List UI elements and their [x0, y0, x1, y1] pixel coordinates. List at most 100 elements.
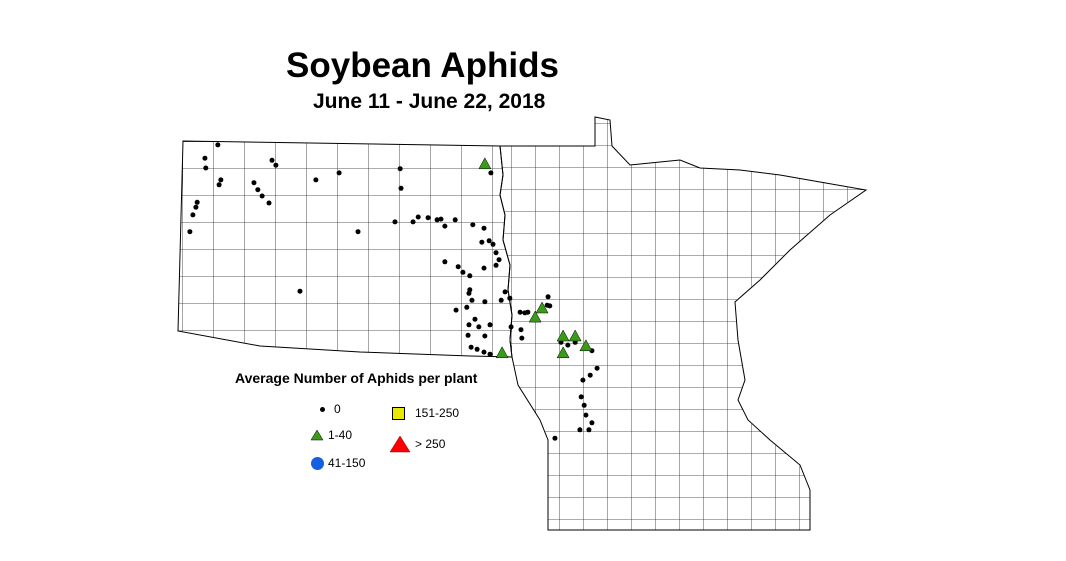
- map-subtitle: June 11 - June 22, 2018: [313, 90, 546, 113]
- site-zero-aphids: [452, 217, 458, 223]
- site-zero-aphids: [466, 290, 472, 296]
- site-zero-aphids: [455, 264, 461, 270]
- site-zero-aphids: [203, 165, 209, 171]
- site-zero-aphids: [490, 241, 496, 247]
- site-zero-aphids: [434, 217, 440, 223]
- site-1-40-aphids: [478, 157, 492, 170]
- site-zero-aphids: [266, 200, 272, 206]
- site-zero-aphids: [355, 229, 361, 235]
- site-zero-aphids: [425, 215, 431, 221]
- site-zero-aphids: [474, 346, 480, 352]
- site-zero-aphids: [498, 297, 504, 303]
- site-zero-aphids: [397, 166, 403, 172]
- legend-item-151-250: 151-250: [392, 406, 459, 420]
- site-zero-aphids: [470, 222, 476, 228]
- site-zero-aphids: [259, 193, 265, 199]
- site-zero-aphids: [218, 177, 224, 183]
- site-zero-aphids: [482, 333, 488, 339]
- site-zero-aphids: [517, 309, 523, 315]
- legend-item-41-150: 41-150: [311, 456, 365, 470]
- site-zero-aphids: [577, 427, 583, 433]
- site-1-40-aphids: [556, 329, 570, 342]
- site-zero-aphids: [481, 225, 487, 231]
- site-zero-aphids: [487, 351, 493, 357]
- site-zero-aphids: [194, 199, 200, 205]
- site-zero-aphids: [594, 365, 600, 371]
- site-zero-aphids: [273, 162, 279, 168]
- site-zero-aphids: [583, 412, 589, 418]
- site-zero-aphids: [487, 322, 493, 328]
- site-zero-aphids: [552, 435, 558, 441]
- site-zero-aphids: [398, 185, 404, 191]
- site-zero-aphids: [496, 257, 502, 263]
- site-zero-aphids: [587, 372, 593, 378]
- minnesota-outline: [499, 116, 868, 531]
- site-zero-aphids: [392, 219, 398, 225]
- site-zero-aphids: [493, 262, 499, 268]
- legend-item-1-40: 1-40: [310, 428, 352, 442]
- site-zero-aphids: [493, 250, 499, 256]
- site-zero-aphids: [482, 299, 488, 305]
- site-zero-aphids: [415, 214, 421, 220]
- site-zero-aphids: [336, 170, 342, 176]
- site-zero-aphids: [581, 402, 587, 408]
- site-zero-aphids: [467, 273, 473, 279]
- site-zero-aphids: [479, 239, 485, 245]
- site-zero-aphids: [589, 420, 595, 426]
- site-zero-aphids: [251, 180, 257, 186]
- site-zero-aphids: [187, 229, 193, 235]
- site-1-40-aphids: [579, 339, 593, 352]
- blue-circle-icon: [311, 456, 324, 470]
- site-zero-aphids: [216, 182, 222, 188]
- site-zero-aphids: [460, 269, 466, 275]
- site-zero-aphids: [547, 303, 553, 309]
- site-1-40-aphids: [556, 346, 570, 359]
- site-zero-aphids: [580, 377, 586, 383]
- site-zero-aphids: [545, 294, 551, 300]
- site-zero-aphids: [481, 265, 487, 271]
- site-1-40-aphids: [568, 329, 582, 342]
- legend-item-0: 0: [320, 402, 341, 416]
- site-zero-aphids: [488, 170, 494, 176]
- north-dakota-outline: [177, 140, 513, 358]
- site-zero-aphids: [468, 344, 474, 350]
- green-triangle-icon: [310, 429, 324, 441]
- site-zero-aphids: [469, 297, 475, 303]
- site-zero-aphids: [410, 219, 416, 225]
- site-zero-aphids: [565, 342, 571, 348]
- site-zero-aphids: [438, 216, 444, 222]
- site-1-40-aphids: [535, 301, 549, 314]
- site-zero-aphids: [215, 142, 221, 148]
- site-zero-aphids: [472, 316, 478, 322]
- yellow-square-icon: [392, 406, 405, 420]
- site-zero-aphids: [466, 322, 472, 328]
- site-zero-aphids: [481, 349, 487, 355]
- site-zero-aphids: [297, 288, 303, 294]
- site-zero-aphids: [518, 327, 524, 333]
- site-zero-aphids: [465, 332, 471, 338]
- legend-item-over-250: > 250: [389, 435, 445, 453]
- map-title: Soybean Aphids: [286, 46, 559, 85]
- site-1-40-aphids: [495, 346, 509, 359]
- site-zero-aphids: [202, 155, 208, 161]
- site-zero-aphids: [442, 259, 448, 265]
- site-zero-aphids: [586, 427, 592, 433]
- site-zero-aphids: [519, 335, 525, 341]
- site-zero-aphids: [442, 223, 448, 229]
- dot-icon: [320, 406, 325, 412]
- site-zero-aphids: [486, 238, 492, 244]
- site-zero-aphids: [453, 307, 459, 313]
- site-1-40-aphids: [528, 310, 542, 323]
- site-zero-aphids: [464, 304, 470, 310]
- red-triangle-icon: [389, 435, 411, 453]
- site-zero-aphids: [255, 187, 261, 193]
- legend-title: Average Number of Aphids per plant: [235, 370, 478, 386]
- site-zero-aphids: [502, 289, 508, 295]
- site-zero-aphids: [313, 177, 319, 183]
- site-zero-aphids: [525, 309, 531, 315]
- site-zero-aphids: [578, 394, 584, 400]
- site-zero-aphids: [476, 324, 482, 330]
- site-zero-aphids: [190, 212, 196, 218]
- site-zero-aphids: [193, 204, 199, 210]
